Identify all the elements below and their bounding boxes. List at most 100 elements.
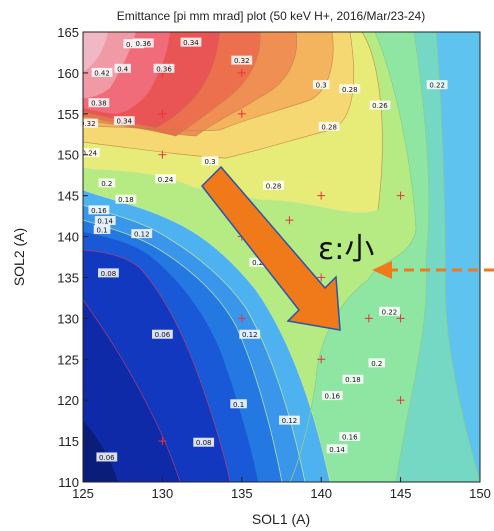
contour-label-text: 0.14 xyxy=(329,446,345,454)
contour-label: 0.28 xyxy=(339,84,361,94)
contour-label-text: 0.16 xyxy=(91,207,107,215)
y-tick-label: 165 xyxy=(57,25,79,40)
contour-label-text: 0.2 xyxy=(101,180,112,188)
y-tick-label: 120 xyxy=(57,393,79,408)
x-tick-label: 135 xyxy=(231,486,253,501)
contour-label-text: 0.32 xyxy=(234,57,250,65)
measurement-point xyxy=(317,273,326,282)
contour-label: 0.42 xyxy=(91,67,113,77)
contour-label-text: 0.36 xyxy=(156,65,172,73)
contour-label: 0.4 xyxy=(114,63,131,73)
contour-label-text: 0.12 xyxy=(282,417,298,425)
x-tick-label: 130 xyxy=(152,486,174,501)
contour-label: 0.12 xyxy=(279,415,300,425)
x-tick-label: 125 xyxy=(72,486,94,501)
contour-label-text: 0.22 xyxy=(382,308,398,316)
measurement-point xyxy=(317,355,326,364)
x-tick-label: 150 xyxy=(469,486,491,501)
y-tick-label: 125 xyxy=(57,352,79,367)
contour-label: 0.36 xyxy=(153,63,175,73)
contour-labels: 0.420.40.380.380.360.360.340.340.320.320… xyxy=(80,37,448,462)
contour-label: 0.12 xyxy=(131,229,153,239)
contour-label: 0.32 xyxy=(80,118,99,128)
measurement-point xyxy=(396,396,405,405)
contour-label-text: 0.18 xyxy=(118,196,134,204)
contour-label-text: 0.3 xyxy=(316,82,327,90)
y-tick-label: 135 xyxy=(57,270,79,285)
y-tick-label: 110 xyxy=(58,475,79,490)
contour-label-text: 0.22 xyxy=(429,82,445,90)
contour-label: 0.12 xyxy=(239,329,261,339)
contour-label-text: 0.12 xyxy=(242,331,258,339)
contour-label-text: 0.26 xyxy=(372,102,388,110)
measurement-point xyxy=(158,437,167,446)
contour-label-text: 0.08 xyxy=(196,439,212,447)
contour-label: 0.22 xyxy=(379,306,400,316)
contour-label: 0.24 xyxy=(82,148,100,158)
contour-label: 0.28 xyxy=(263,180,284,190)
contour-label: 0.32 xyxy=(231,55,253,65)
x-axis: 125 130 135 140 145 150 xyxy=(72,477,491,501)
y-tick-label: 130 xyxy=(57,311,79,326)
contour-label: 0.18 xyxy=(115,194,137,204)
chart-title: Emittance [pi mm mrad] plot (50 keV H+, … xyxy=(117,9,425,23)
x-tick-label: 140 xyxy=(310,486,332,501)
contour-label-text: 0.3 xyxy=(204,158,215,166)
measurement-point xyxy=(158,150,167,159)
x-tick-label: 145 xyxy=(390,486,412,501)
contour-label-text: 0.2 xyxy=(252,259,263,267)
y-axis-label: SOL2 (A) xyxy=(11,228,27,286)
contour-label: 0.36 xyxy=(132,38,154,48)
contour-label: 0.3 xyxy=(201,156,219,166)
contour-label-text: 0.34 xyxy=(183,39,199,47)
contour-label: 0.16 xyxy=(339,432,361,442)
y-tick-label: 150 xyxy=(57,148,79,163)
x-axis-label: SOL1 (A) xyxy=(252,511,310,527)
contour-label: 0.16 xyxy=(88,205,110,215)
contour-label-text: 0.4 xyxy=(117,65,129,73)
contour-label-text: 0.2 xyxy=(371,360,382,368)
measurement-point xyxy=(364,314,373,323)
measurement-point xyxy=(237,314,246,323)
contour-label-text: 0.06 xyxy=(155,331,171,339)
contour-label-text: 0.16 xyxy=(325,393,341,401)
contour-label-text: 0.32 xyxy=(80,120,96,128)
y-tick-label: 145 xyxy=(57,189,79,204)
measurement-point xyxy=(285,216,294,225)
measurement-point xyxy=(237,68,246,77)
y-tick-label: 140 xyxy=(57,230,79,245)
contour-label-text: 0.36 xyxy=(136,40,152,48)
measurement-point xyxy=(317,191,326,200)
contour-label: 0.2 xyxy=(249,257,266,267)
contour-label-text: 0.24 xyxy=(82,150,98,158)
contour-label-text: 0.06 xyxy=(99,454,115,462)
contour-label: 0.14 xyxy=(326,444,348,454)
annotation-arrow-down xyxy=(201,165,341,331)
y-tick-label: 160 xyxy=(57,66,79,81)
contour-label: 0.1 xyxy=(93,225,111,235)
y-tick-label: 115 xyxy=(58,434,79,449)
measurement-point xyxy=(396,314,405,323)
contour-label: 0.14 xyxy=(94,216,116,226)
contour-label: 0.08 xyxy=(98,268,119,278)
annotation-text: ε:小 xyxy=(318,232,374,267)
contour-label: 0.22 xyxy=(426,80,448,90)
contour-label-text: 0.38 xyxy=(91,100,107,108)
contour-label: 0.06 xyxy=(152,329,173,339)
contour-label: 0.28 xyxy=(318,121,340,131)
measurement-point xyxy=(396,191,405,200)
contour-label: 0.3 xyxy=(312,80,330,90)
contour-label-text: 0.28 xyxy=(342,86,358,94)
contour-label-text: 0.14 xyxy=(97,218,113,226)
y-tick-label: 155 xyxy=(57,107,79,122)
contour-label: 0.26 xyxy=(369,100,391,110)
contour-label-text: 0.24 xyxy=(158,176,174,184)
contour-label-text: 0.1 xyxy=(96,227,107,235)
contour-label-text: 0.18 xyxy=(345,376,361,384)
plot-frame xyxy=(82,31,481,483)
contour-label-text: 0.08 xyxy=(101,270,117,278)
contour-label: 0.34 xyxy=(113,116,135,126)
contour-label-text: 0.42 xyxy=(94,69,110,77)
